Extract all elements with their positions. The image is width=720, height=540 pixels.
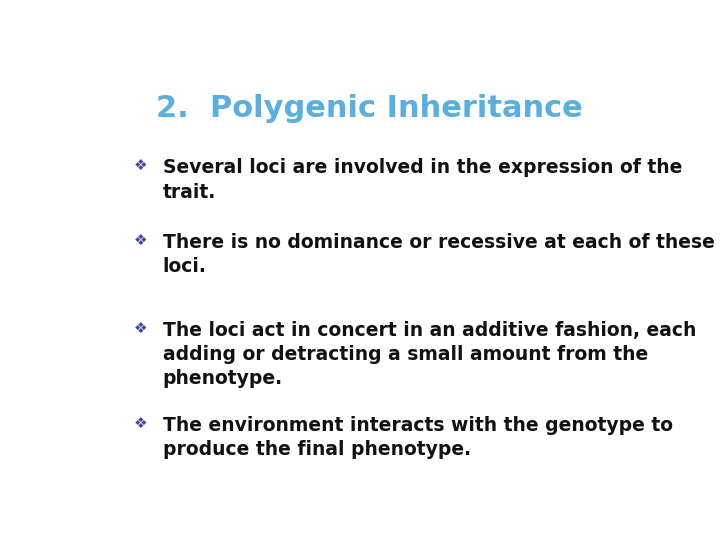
- Text: ❖: ❖: [133, 233, 147, 248]
- Text: The environment interacts with the genotype to
produce the final phenotype.: The environment interacts with the genot…: [163, 416, 672, 460]
- Text: The loci act in concert in an additive fashion, each
adding or detracting a smal: The loci act in concert in an additive f…: [163, 321, 696, 388]
- Text: ❖: ❖: [133, 416, 147, 431]
- Text: 2.  Polygenic Inheritance: 2. Polygenic Inheritance: [156, 94, 582, 123]
- Text: ❖: ❖: [133, 321, 147, 335]
- Text: There is no dominance or recessive at each of these
loci.: There is no dominance or recessive at ea…: [163, 233, 714, 276]
- Text: Several loci are involved in the expression of the
trait.: Several loci are involved in the express…: [163, 158, 682, 201]
- Text: ❖: ❖: [133, 158, 147, 173]
